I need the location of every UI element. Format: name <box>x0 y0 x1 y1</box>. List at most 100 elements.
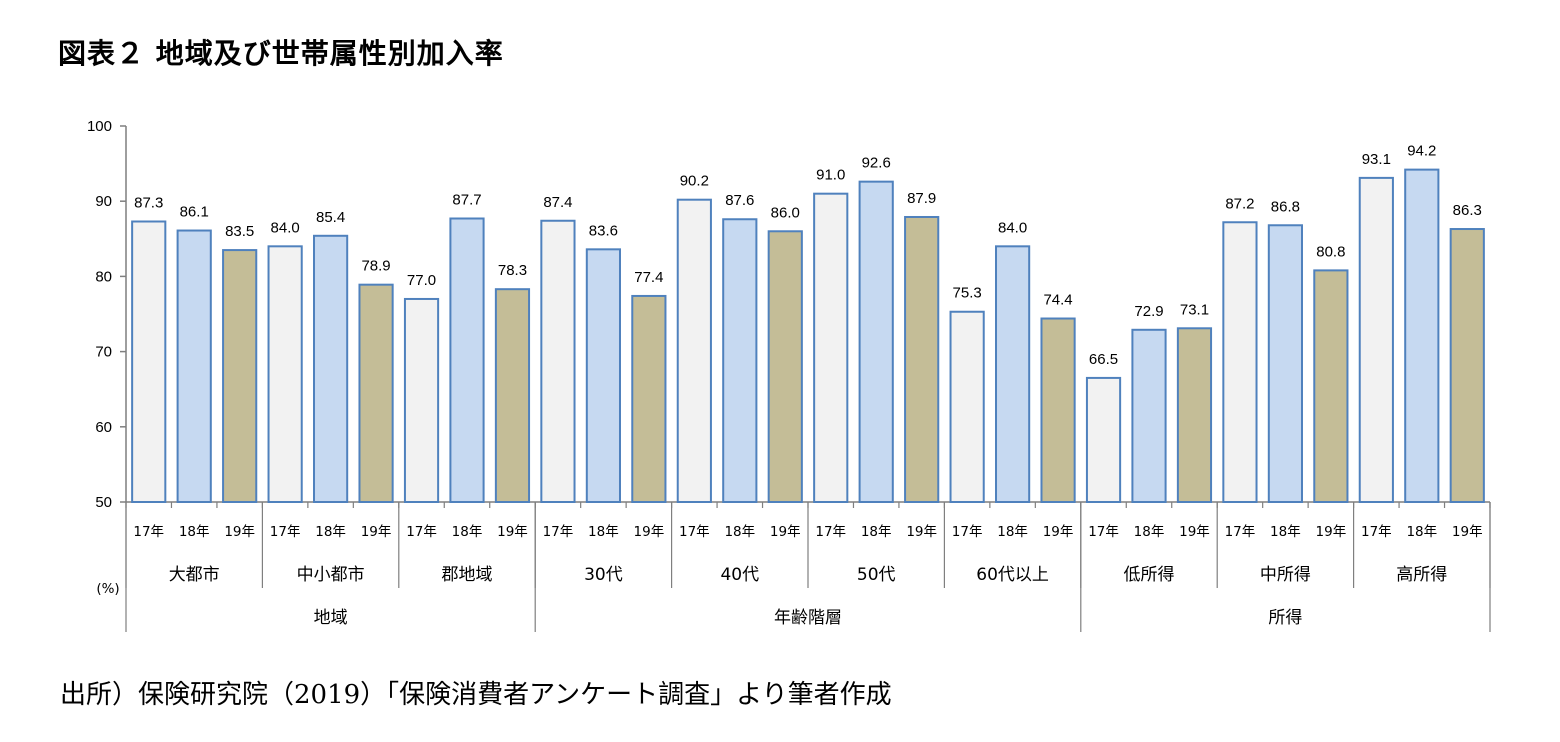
bar <box>1313 269 1349 503</box>
x-category-label: 低所得 <box>1124 565 1175 585</box>
bar <box>1176 327 1213 503</box>
x-tick-label-year: 18年 <box>1134 524 1165 540</box>
data-label: 94.2 <box>1407 143 1436 160</box>
x-tick-label-year: 17年 <box>406 524 437 540</box>
x-category-label: 大都市 <box>169 565 220 585</box>
x-tick-label-year: 18年 <box>1270 524 1301 540</box>
data-label: 85.4 <box>316 209 345 226</box>
x-group-label: 年齢階層 <box>774 608 842 628</box>
bar <box>767 230 803 503</box>
x-category-label: 中所得 <box>1260 565 1311 585</box>
source-note: 出所）保険研究院（2019）「保険消費者アンケート調査」より筆者作成 <box>60 680 892 710</box>
x-tick-label-year: 18年 <box>315 524 346 540</box>
x-tick-label-year: 19年 <box>224 524 255 540</box>
y-tick-label: 60 <box>95 419 112 436</box>
data-label: 87.3 <box>134 195 163 212</box>
data-label: 73.1 <box>1180 301 1209 318</box>
data-label: 87.9 <box>907 190 936 207</box>
x-tick-label-year: 18年 <box>997 524 1028 540</box>
data-label: 92.6 <box>862 155 891 172</box>
data-label: 66.5 <box>1089 351 1118 368</box>
data-label: 93.1 <box>1362 151 1391 168</box>
x-tick-label-year: 18年 <box>452 524 483 540</box>
data-label: 78.9 <box>361 258 390 275</box>
bar <box>222 249 258 503</box>
y-tick-label: 100 <box>87 118 112 135</box>
x-tick-label-year: 17年 <box>270 524 301 540</box>
data-label: 90.2 <box>680 173 709 190</box>
bar <box>949 310 985 503</box>
x-tick-label-year: 19年 <box>906 524 937 540</box>
data-label: 72.9 <box>1134 303 1163 320</box>
bar <box>313 234 349 504</box>
data-label: 86.3 <box>1453 202 1482 219</box>
x-tick-label-year: 19年 <box>361 524 392 540</box>
x-tick-label-year: 18年 <box>861 524 892 540</box>
x-tick-label-year: 17年 <box>1361 524 1392 540</box>
x-tick-label-year: 19年 <box>1452 524 1483 540</box>
data-label: 77.4 <box>634 269 663 286</box>
x-tick-label-year: 19年 <box>634 524 665 540</box>
x-tick-label-year: 19年 <box>770 524 801 540</box>
x-tick-label-year: 19年 <box>1179 524 1210 540</box>
chart-title: 図表２ 地域及び世帯属性別加入率 <box>58 37 504 70</box>
x-tick-label-year: 18年 <box>1406 524 1437 540</box>
data-label: 86.8 <box>1271 198 1300 215</box>
data-label: 83.6 <box>589 222 618 239</box>
x-group-label: 地域 <box>314 608 348 628</box>
bar <box>131 220 167 503</box>
x-tick-label-year: 17年 <box>1225 524 1256 540</box>
data-label: 91.0 <box>816 167 845 184</box>
x-tick-label-year: 19年 <box>1043 524 1074 540</box>
data-label: 87.2 <box>1225 195 1254 212</box>
x-tick-label-year: 17年 <box>1088 524 1119 540</box>
bar <box>1085 376 1122 504</box>
bar <box>1358 176 1394 503</box>
data-label: 77.0 <box>407 272 436 289</box>
bar <box>267 245 303 503</box>
x-category-label: 中小都市 <box>297 565 365 585</box>
bar <box>676 198 712 503</box>
data-label: 87.4 <box>543 194 572 211</box>
x-tick-label-year: 19年 <box>497 524 528 540</box>
bar <box>631 294 667 503</box>
bar <box>1449 228 1485 504</box>
bar-chart: 50 60 70 80 90 100 87.3 17年 86.1 18年 83.5 19年 84.0 17… <box>87 118 1491 632</box>
bar <box>585 248 621 503</box>
x-tick-label-year: 17年 <box>543 524 574 540</box>
data-label: 87.6 <box>725 192 754 209</box>
data-label: 84.0 <box>998 219 1027 236</box>
bar <box>358 283 394 503</box>
x-tick-label-year: 19年 <box>1316 524 1347 540</box>
data-label: 75.3 <box>953 285 982 302</box>
bar <box>540 219 576 503</box>
x-category-label: 30代 <box>584 565 623 585</box>
x-tick-label-year: 18年 <box>179 524 210 540</box>
y-tick-label: 90 <box>95 193 112 210</box>
data-label: 86.0 <box>771 204 800 221</box>
bar <box>1222 221 1258 503</box>
x-tick-label-year: 18年 <box>724 524 755 540</box>
bar <box>904 215 940 503</box>
data-label: 83.5 <box>225 223 254 240</box>
x-tick-label-year: 17年 <box>679 524 710 540</box>
x-category-label: 50代 <box>857 565 896 585</box>
unit-label: (%) <box>96 581 119 597</box>
bar <box>1267 224 1303 503</box>
x-tick-label-year: 17年 <box>133 524 164 540</box>
x-category-label: 郡地域 <box>442 565 493 585</box>
x-category-label: 高所得 <box>1396 565 1447 585</box>
bar <box>813 192 849 503</box>
bar <box>176 229 212 503</box>
bar <box>449 217 485 503</box>
bar <box>1040 317 1076 503</box>
data-label: 74.4 <box>1043 292 1072 309</box>
y-tick-label: 80 <box>95 268 112 285</box>
bar <box>1131 328 1167 503</box>
bar <box>403 297 440 503</box>
x-category-label: 60代以上 <box>976 565 1049 585</box>
data-label: 78.3 <box>498 262 527 279</box>
bar <box>494 288 531 503</box>
x-category-label: 40代 <box>720 565 759 585</box>
x-tick-label-year: 18年 <box>588 524 619 540</box>
